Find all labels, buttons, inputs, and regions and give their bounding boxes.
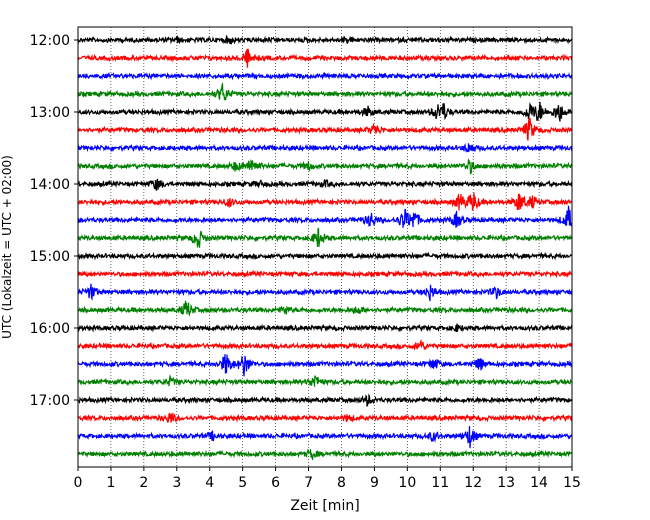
trace-1630 (77, 354, 573, 377)
trace-1215 (77, 48, 573, 68)
trace-1745 (77, 448, 573, 460)
vertical-grid-lines (110, 27, 540, 467)
x-tick-label: 0 (74, 475, 83, 491)
x-tick-label: 12 (464, 475, 482, 491)
x-tick-label: 7 (304, 475, 313, 491)
y-tick-label: 17:00 (30, 393, 70, 409)
x-tick-label: 8 (337, 475, 346, 491)
trace-1645 (77, 373, 573, 387)
x-tick-label: 13 (497, 475, 515, 491)
trace-1400 (77, 178, 573, 191)
trace-1530 (77, 283, 573, 302)
trace-1615 (77, 339, 573, 351)
x-tick-label: 1 (106, 475, 115, 491)
x-tick-label: 3 (172, 475, 181, 491)
y-axis-ticks: 12:00 13:00 14:00 15:00 16:00 17:00 (30, 33, 78, 409)
x-axis-ticks: 0 1 2 3 4 5 6 7 8 9 10 11 12 13 14 15 (74, 467, 581, 491)
trace-1445 (77, 227, 573, 248)
trace-1545 (77, 300, 573, 317)
trace-1230 (77, 71, 573, 81)
trace-1715 (77, 412, 573, 424)
trace-1500 (77, 251, 573, 261)
x-tick-label: 4 (205, 475, 214, 491)
seismogram-traces (77, 34, 573, 460)
trace-1315 (77, 117, 573, 141)
trace-1730 (77, 426, 573, 449)
trace-1700 (77, 393, 573, 407)
y-tick-label: 12:00 (30, 33, 70, 49)
trace-1515 (77, 269, 573, 279)
plot-frame (77, 26, 573, 468)
trace-1415 (77, 192, 573, 211)
trace-1330 (77, 142, 573, 153)
x-tick-label: 5 (238, 475, 247, 491)
x-tick-label: 15 (563, 475, 581, 491)
y-axis-label: UTC (Lokalzeit = UTC + 02:00) (0, 155, 14, 339)
x-axis-label: Zeit [min] (290, 498, 359, 514)
x-tick-label: 2 (139, 475, 148, 491)
trace-1345 (77, 158, 573, 175)
y-tick-label: 16:00 (30, 321, 70, 337)
y-tick-label: 15:00 (30, 249, 70, 265)
x-tick-label: 10 (398, 475, 416, 491)
trace-1600 (77, 323, 573, 333)
y-tick-label: 13:00 (30, 105, 70, 121)
x-tick-label: 14 (530, 475, 548, 491)
x-tick-label: 9 (370, 475, 379, 491)
y-tick-label: 14:00 (30, 177, 70, 193)
trace-1200 (77, 34, 573, 46)
trace-1245 (77, 81, 573, 101)
x-tick-label: 11 (431, 475, 449, 491)
trace-1300 (77, 101, 573, 122)
x-tick-label: 6 (271, 475, 280, 491)
trace-1430 (77, 205, 573, 228)
